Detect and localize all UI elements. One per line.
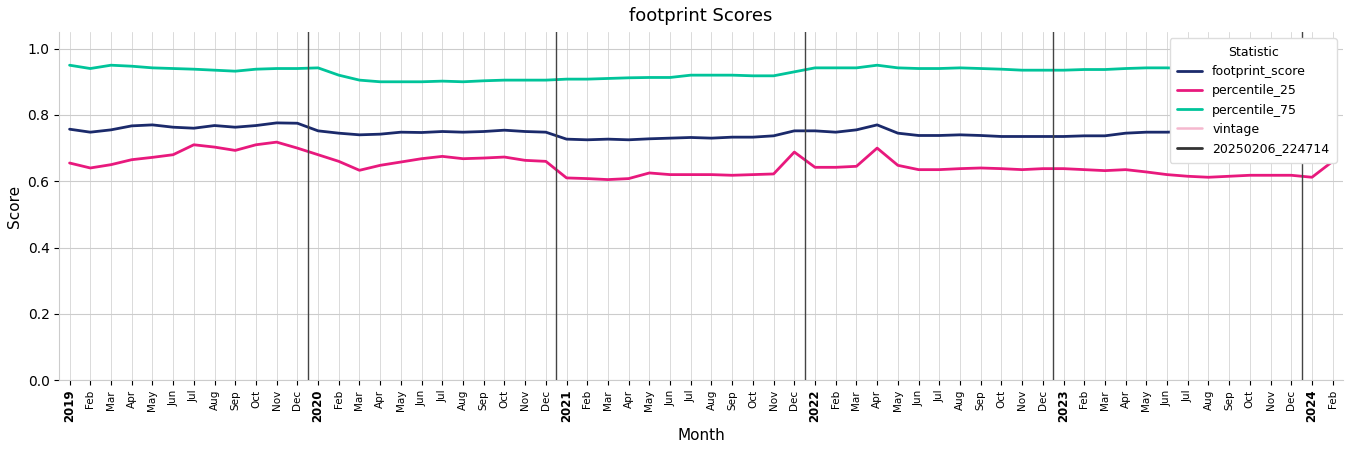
percentile_25 xyxy=(331,159,347,164)
percentile_75 xyxy=(373,79,389,85)
percentile_75 xyxy=(1180,66,1196,71)
percentile_25 xyxy=(599,177,616,182)
Line: percentile_25: percentile_25 xyxy=(70,142,1332,180)
vintage xyxy=(1304,145,1320,151)
percentile_25 xyxy=(724,172,740,178)
percentile_75 xyxy=(165,66,181,71)
footprint_score xyxy=(1324,135,1341,141)
percentile_25 xyxy=(869,145,886,151)
percentile_75 xyxy=(703,72,720,78)
footprint_score xyxy=(331,130,347,136)
percentile_25 xyxy=(1324,159,1341,164)
footprint_score xyxy=(413,130,429,135)
footprint_score xyxy=(579,137,595,143)
footprint_score xyxy=(62,126,78,132)
Y-axis label: Score: Score xyxy=(7,184,22,228)
footprint_score xyxy=(724,135,740,140)
footprint_score xyxy=(869,122,886,128)
Title: footprint Scores: footprint Scores xyxy=(629,7,772,25)
20250206_224714 xyxy=(1324,135,1341,141)
footprint_score xyxy=(165,125,181,130)
percentile_75 xyxy=(848,65,864,71)
footprint_score xyxy=(1200,130,1216,135)
X-axis label: Month: Month xyxy=(678,428,725,443)
Line: percentile_75: percentile_75 xyxy=(70,65,1332,82)
percentile_75 xyxy=(413,79,429,85)
footprint_score xyxy=(269,120,285,126)
percentile_25 xyxy=(165,152,181,158)
Line: footprint_score: footprint_score xyxy=(70,123,1332,140)
percentile_25 xyxy=(269,140,285,145)
percentile_25 xyxy=(413,156,429,162)
Legend: footprint_score, percentile_25, percentile_75, vintage, 20250206_224714: footprint_score, percentile_25, percenti… xyxy=(1169,38,1336,162)
vintage xyxy=(1324,132,1341,138)
percentile_25 xyxy=(1200,175,1216,180)
percentile_75 xyxy=(1324,72,1341,78)
percentile_25 xyxy=(62,160,78,166)
percentile_75 xyxy=(310,65,327,71)
Line: vintage: vintage xyxy=(1312,135,1332,148)
percentile_75 xyxy=(62,63,78,68)
